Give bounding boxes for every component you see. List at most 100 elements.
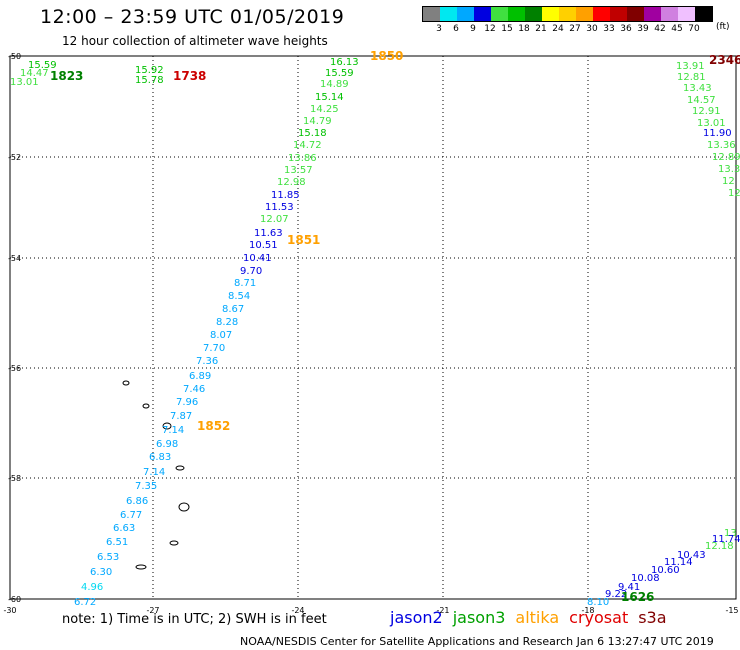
wave-height-label: 6.83 <box>149 452 171 463</box>
wave-height-label: 9.70 <box>240 266 262 277</box>
wave-height-label: 11.85 <box>271 190 300 201</box>
wave-height-label: 13.91 <box>676 61 705 72</box>
legend-swatch <box>440 7 457 21</box>
wave-height-label: 15.78 <box>135 75 164 86</box>
wave-height-label: 14.47 <box>20 68 49 79</box>
legend-label: 70 <box>688 24 700 34</box>
wave-height-label: 8.71 <box>234 278 256 289</box>
legend-label: 42 <box>654 24 666 34</box>
legend-label: 18 <box>518 24 530 34</box>
satellite-legend: jason2 jason3 altika cryosat s3a <box>390 608 677 627</box>
wave-height-label: 6.51 <box>106 537 128 548</box>
x-tick-label: -21 <box>436 606 449 615</box>
wave-height-label: 12.91 <box>692 106 721 117</box>
wave-height-label: 7.35 <box>135 481 157 492</box>
legend-swatch <box>678 7 695 21</box>
wave-height-label: 10.60 <box>651 565 680 576</box>
wave-height-label: 13.01 <box>697 118 726 129</box>
y-tick-label: -50 <box>8 52 21 61</box>
wave-height-label: 14.79 <box>303 116 332 127</box>
legend-labels: 3 6 9 12 15 18 21 24 27 30 33 36 39 42 45 70 <box>422 22 713 34</box>
wave-height-label: 13 <box>724 528 737 539</box>
island-outline <box>122 380 130 386</box>
map-subtitle: 12 hour collection of altimeter wave hei… <box>62 34 328 48</box>
wave-height-label: 10.08 <box>631 573 660 584</box>
wave-height-label: 7.70 <box>203 343 225 354</box>
time-label: 1823 <box>50 69 83 83</box>
legend-swatch <box>457 7 474 21</box>
wave-height-label: 8.07 <box>210 330 232 341</box>
wave-height-label: 13.01 <box>10 77 39 88</box>
time-label: 1738 <box>173 69 206 83</box>
legend-swatch <box>508 7 525 21</box>
legend-label: 15 <box>501 24 513 34</box>
y-tick-label: -60 <box>8 595 21 604</box>
time-label: 1850 <box>370 49 403 63</box>
wave-height-label: 11.90 <box>703 128 732 139</box>
legend-label: 36 <box>620 24 632 34</box>
x-tick-label: -18 <box>581 606 594 615</box>
wave-height-label: 8.54 <box>228 291 250 302</box>
legend-label: 9 <box>470 24 476 34</box>
legend-label: 39 <box>637 24 649 34</box>
wave-height-label: 11.53 <box>265 202 294 213</box>
wave-height-label: 15.14 <box>315 92 344 103</box>
legend-swatch <box>525 7 542 21</box>
wave-height-label: 12.81 <box>677 72 706 83</box>
time-label: 1851 <box>287 233 320 247</box>
wave-height-label: 6.89 <box>189 371 211 382</box>
wave-height-label: 14.89 <box>320 79 349 90</box>
legend-label: 30 <box>586 24 598 34</box>
time-label: 1852 <box>197 419 230 433</box>
plot-frame <box>9 55 737 600</box>
wave-height-label: 15.59 <box>325 68 354 79</box>
wave-height-label: 13.57 <box>284 165 313 176</box>
legend-label: 24 <box>552 24 564 34</box>
island-outline <box>142 403 150 409</box>
x-tick-label: -27 <box>146 606 159 615</box>
wave-height-label: 8.28 <box>216 317 238 328</box>
legend-swatch <box>661 7 678 21</box>
legend-label: 27 <box>569 24 581 34</box>
legend-swatch <box>423 7 440 21</box>
wave-height-label: 10.41 <box>243 253 272 264</box>
wave-height-label: 13.36 <box>707 140 736 151</box>
island-outline <box>135 564 147 570</box>
legend-swatch <box>593 7 610 21</box>
wave-height-label: 9.22 <box>605 589 627 600</box>
island-outline <box>175 465 185 471</box>
legend-swatch <box>576 7 593 21</box>
wave-height-label: 6.53 <box>97 552 119 563</box>
wave-height-label: 14.72 <box>293 140 322 151</box>
wave-height-label: 7.14 <box>162 425 184 436</box>
legend-swatch <box>610 7 627 21</box>
time-label: 2346 <box>709 53 740 67</box>
wave-height-label: 13.43 <box>683 83 712 94</box>
legend-swatch <box>474 7 491 21</box>
wave-height-label: 6.98 <box>156 439 178 450</box>
island-outline <box>162 422 172 430</box>
legend-swatch <box>695 7 712 21</box>
wave-height-label: 6.30 <box>90 567 112 578</box>
wave-height-label: 13.3 <box>718 164 740 175</box>
legend-label: 45 <box>671 24 683 34</box>
legend-swatch <box>559 7 576 21</box>
wave-height-label: 4.96 <box>81 582 103 593</box>
satellite-altika: altika <box>515 608 560 627</box>
wave-height-label: 15.92 <box>135 65 164 76</box>
wave-height-label: 10.51 <box>249 240 278 251</box>
wave-height-label: 12.89 <box>712 152 740 163</box>
wave-height-label: 7.14 <box>143 467 165 478</box>
color-legend: 3 6 9 12 15 18 21 24 27 30 33 36 39 42 45 70 (ft) <box>422 6 730 34</box>
wave-height-label: 10.43 <box>677 550 706 561</box>
y-tick-label: -56 <box>8 364 21 373</box>
satellite-jason3: jason3 <box>452 608 506 627</box>
legend-swatch <box>491 7 508 21</box>
wave-height-label: 12 <box>728 188 740 199</box>
island-outline <box>169 540 179 546</box>
wave-height-label: 11.14 <box>664 557 693 568</box>
legend-swatch <box>542 7 559 21</box>
wave-height-label: 11.63 <box>254 228 283 239</box>
legend-label: 33 <box>603 24 615 34</box>
island-outline <box>178 502 190 512</box>
